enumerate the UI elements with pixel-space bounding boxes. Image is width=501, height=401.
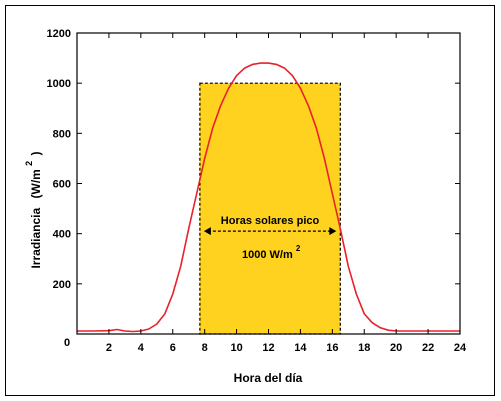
x-tick-label: 12 — [262, 342, 274, 354]
x-tick-label: 18 — [358, 342, 370, 354]
x-tick-label: 2 — [106, 342, 112, 354]
y-tick-label: 800 — [53, 128, 71, 140]
x-tick-label: 14 — [294, 342, 307, 354]
x-tick-label: 22 — [422, 342, 434, 354]
y-tick-label: 200 — [53, 279, 71, 291]
annotation-value: 1000 W/m 2 — [242, 244, 301, 261]
series-line-0 — [77, 62, 460, 333]
y-axis-label: Irradiancia (W/m 2 ) — [21, 151, 43, 268]
y-tick-label: 600 — [53, 179, 71, 191]
peak-hours-rect — [199, 82, 341, 335]
x-tick-label: 8 — [202, 342, 208, 354]
y-axis-label-text: Irradiancia — [29, 208, 43, 269]
annotation-value-base: 1000 W/m — [242, 249, 293, 261]
x-tick-label: 6 — [170, 342, 176, 354]
x-tick-label: 20 — [390, 342, 402, 354]
plot-area — [76, 32, 461, 335]
annotation-value-exp: 2 — [296, 244, 301, 253]
axis-ticks: 2 4 6 8 10 12 14 16 18 20 22 2402004006008001000120… — [47, 28, 467, 354]
y-tick-label: 400 — [53, 229, 71, 241]
x-tick-label: 0 — [64, 337, 70, 349]
x-tick-label: 16 — [326, 342, 338, 354]
annotation-title: Horas solares pico — [221, 215, 320, 227]
arrow-head-left — [203, 227, 211, 236]
y-tick-label: 1200 — [47, 28, 71, 40]
y-axis-label-exp: 2 — [24, 161, 34, 166]
y-tick-label: 1000 — [47, 78, 71, 90]
x-axis-label: Hora del día — [234, 371, 303, 385]
svg-text:Irradiancia (W/m 2: Irradiancia (W/m 2 ) — [21, 151, 43, 268]
y-axis-label-close: ) — [29, 151, 43, 155]
arrow-head-right — [329, 227, 337, 236]
x-tick-label: 4 — [138, 342, 145, 354]
x-tick-label: 24 — [454, 342, 467, 354]
y-axis-label-unit: (W/m — [29, 169, 43, 198]
x-tick-label: 10 — [230, 342, 242, 354]
